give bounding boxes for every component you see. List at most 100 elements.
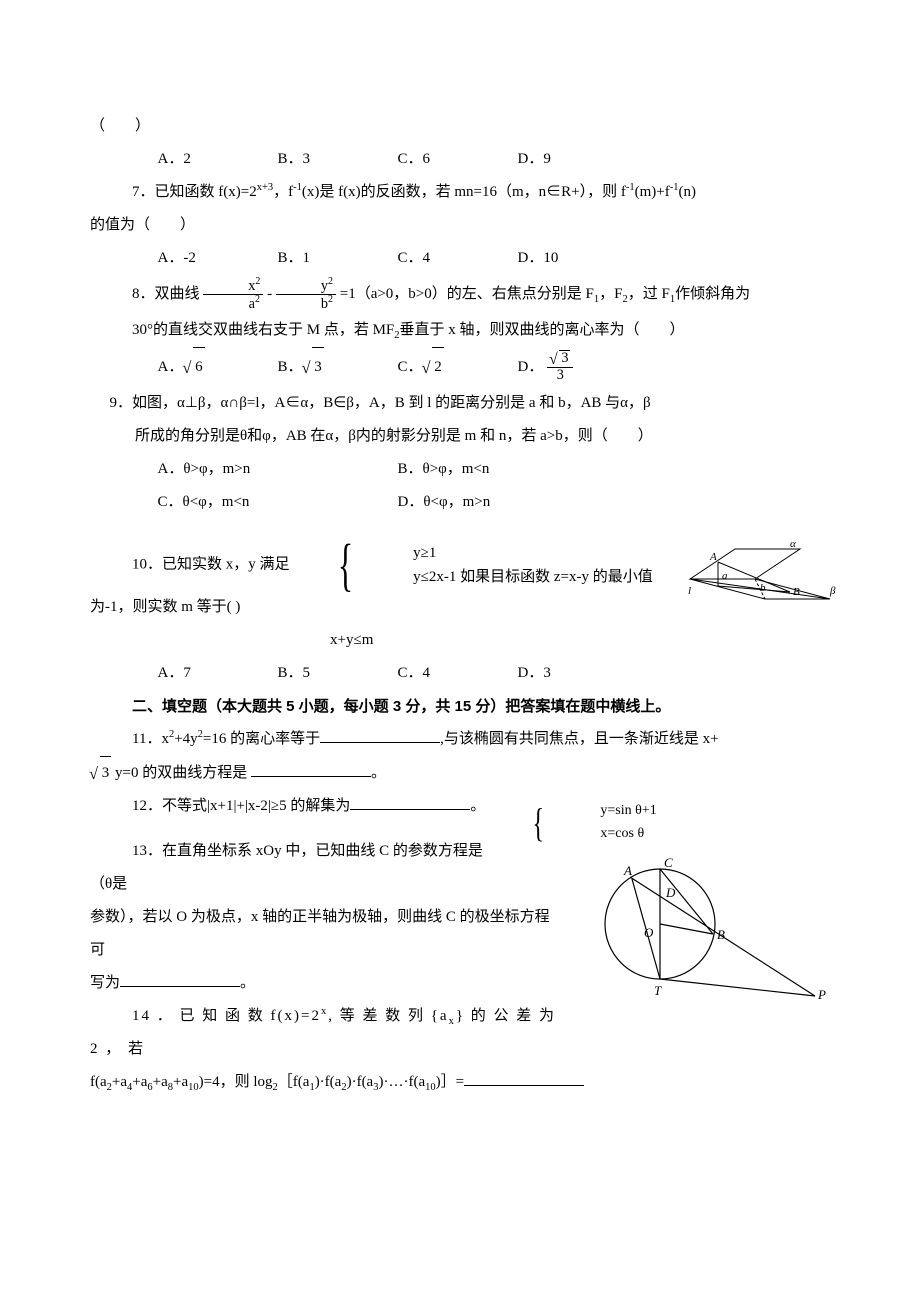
num: y <box>321 277 328 293</box>
text: 14 ． 已 知 函 数 f(x)=2 <box>132 1008 321 1024</box>
text: (m)+f <box>635 184 670 200</box>
label: D． <box>518 359 544 375</box>
choice-B: B．θ>φ，m<n <box>398 453 638 486</box>
question-7-choices: A．-2 B．1 C．4 D．10 <box>90 242 830 275</box>
text: , 等 差 数 列 {a <box>328 1008 448 1024</box>
fill-blank <box>120 971 240 987</box>
section-2-heading: 二、填空题（本大题共 5 小题，每小题 3 分，共 15 分）把答案填在题中横线… <box>90 690 830 723</box>
text: 10．已知实数 x，y 满足 <box>132 557 290 573</box>
label: B． <box>278 359 303 375</box>
text: 13．在直角坐标系 xOy 中，已知曲线 C 的参数方程是 <box>132 843 483 859</box>
question-8-stem-2: 30°的直线交双曲线右支于 M 点，若 MF2垂直于 x 轴，则双曲线的离心率为… <box>90 314 830 347</box>
question-12: 12．不等式|x+1|+|x-2|≥5 的解集为。 { y=sin θ+1 x=… <box>90 790 830 835</box>
text: 写为 <box>90 975 120 991</box>
sup: -1 <box>626 182 635 193</box>
choice-D: D．θ<φ，m>n <box>398 486 638 519</box>
text: 8．双曲线 <box>132 286 200 302</box>
question-9-choices-row2: C．θ<φ，m<n D．θ<φ，m>n <box>90 486 830 519</box>
choice-A: A．θ>φ，m>n <box>158 453 398 486</box>
fill-blank <box>251 761 371 777</box>
question-9-stem-2: 所成的角分别是θ和φ，AB 在α，β内的射影分别是 m 和 n，若 a>b，则（… <box>90 420 830 453</box>
sqrt: 3 <box>559 350 570 367</box>
text: )=4，则 log <box>199 1074 273 1090</box>
question-13-stem-3: 写为 。 <box>90 967 830 1000</box>
text: 垂直于 x 轴，则双曲线的离心率为（ ） <box>400 322 685 338</box>
brace-icon: { <box>315 539 353 591</box>
den: 3 <box>547 368 573 384</box>
fill-blank <box>464 1070 584 1086</box>
choice-B: B．5 <box>278 657 398 690</box>
text: +a <box>132 1074 147 1090</box>
sqrt: 6 <box>193 347 205 387</box>
question-10-choices: A．7 B．5 C．4 D．3 <box>90 657 830 690</box>
text: )·…·f(a <box>378 1074 425 1090</box>
sys-line-1: y≥1 <box>371 541 653 565</box>
text: 。 <box>371 765 386 781</box>
sup: -1 <box>293 182 302 193</box>
fill-blank <box>320 727 440 743</box>
text: 。 <box>240 975 255 991</box>
sup: 2 <box>255 276 260 287</box>
label: A． <box>158 359 184 375</box>
question-9-choices-row1: A．θ>φ，m>n B．θ>φ，m<n <box>90 453 830 486</box>
text: f(a <box>90 1074 107 1090</box>
fraction: y2 b2 <box>276 277 336 313</box>
text: =1（a>0，b>0）的左、右焦点分别是 F <box>340 286 594 302</box>
text: ［f(a <box>278 1074 310 1090</box>
label-beta: β <box>829 585 836 597</box>
text: 11．x <box>132 731 169 747</box>
choice-D: D． 3 3 <box>518 348 638 387</box>
label: C． <box>398 359 423 375</box>
text: )·f(a <box>347 1074 374 1090</box>
question-10-sys3: x+y≤m <box>90 624 830 657</box>
question-9-stem-1: 9．如图，α⊥β，α∩β=l，A∈α，B∈β，A，B 到 l 的距离分别是 a … <box>90 387 830 420</box>
sup: 2 <box>255 294 260 305</box>
text: 30°的直线交双曲线右支于 M 点，若 MF <box>132 322 394 338</box>
choice-C: C．θ<φ，m<n <box>158 486 398 519</box>
question-14-stem: 14 ． 已 知 函 数 f(x)=2x, 等 差 数 列 {ax} 的 公 差… <box>90 1000 830 1066</box>
text: ，f <box>273 184 293 200</box>
text: （θ是 <box>90 876 127 892</box>
choice-D: D．10 <box>518 242 638 275</box>
question-14-stem-2: f(a2+a4+a6+a8+a10)=4，则 log2［f(a1)·f(a2)·… <box>90 1066 830 1099</box>
text: ,与该椭圆有共同焦点，且一条渐近线是 x+ <box>440 731 718 747</box>
question-7-stem-2: 的值为（ ） <box>90 209 830 242</box>
brace-system: { y≥1 y≤2x-1 如果目标函数 z=x-y 的最小值 <box>299 539 652 591</box>
choice-C: C．2 <box>398 347 518 387</box>
question-6-blank: （ ） <box>90 110 830 143</box>
sub: 10 <box>188 1082 199 1093</box>
question-7-stem: 7．已知函数 f(x)=2x+3，f-1(x)是 f(x)的反函数，若 mn=1… <box>90 176 830 209</box>
text: +a <box>112 1074 127 1090</box>
fraction: 3 3 <box>547 350 573 383</box>
sub: x <box>449 1016 456 1027</box>
page: （ ） A．2 B．3 C．6 D．9 7．已知函数 f(x)=2x+3，f-1… <box>0 0 920 1159</box>
sqrt: 3 <box>312 347 324 387</box>
text: =16 的离心率等于 <box>203 731 320 747</box>
text: 如果目标函数 z=x-y 的最小值 <box>456 569 652 585</box>
fill-blank <box>350 794 470 810</box>
text: )·f(a <box>315 1074 342 1090</box>
text: )］= <box>436 1074 464 1090</box>
fraction: x2 a2 <box>203 277 263 313</box>
sub: 10 <box>425 1082 436 1093</box>
text: +4y <box>174 731 197 747</box>
sup: 2 <box>328 276 333 287</box>
text: (x)是 f(x)的反函数，若 mn=16（m，n∈R+），则 f <box>302 184 626 200</box>
text: (n) <box>678 184 696 200</box>
choice-A: A． 6 <box>158 347 278 387</box>
question-11-stem: 11．x2+4y2=16 的离心率等于,与该椭圆有共同焦点，且一条渐近线是 x+ <box>90 723 830 756</box>
minus: - <box>267 286 272 302</box>
den: b <box>321 296 328 312</box>
sys-line-2: y≤2x-1 <box>413 569 456 585</box>
question-6-choices: A．2 B．3 C．6 D．9 <box>90 143 830 176</box>
question-10-stem-2: 为-1，则实数 m 等于( ) <box>90 591 830 624</box>
question-8-choices: A． 6 B． 3 C．2 D． 3 3 <box>90 347 830 387</box>
text: 7．已知函数 f(x)=2 <box>132 184 257 200</box>
sup: x+3 <box>257 182 273 193</box>
question-13-stem: 13．在直角坐标系 xOy 中，已知曲线 C 的参数方程是 {y=sin} （θ… <box>90 835 830 901</box>
choice-C: C．4 <box>398 242 518 275</box>
question-10-stem: 10．已知实数 x，y 满足 { y≥1 y≤2x-1 如果目标函数 z=x-y… <box>90 539 830 591</box>
choice-C: C．4 <box>398 657 518 690</box>
choice-B: B．1 <box>278 242 398 275</box>
text: ，F <box>599 286 622 302</box>
